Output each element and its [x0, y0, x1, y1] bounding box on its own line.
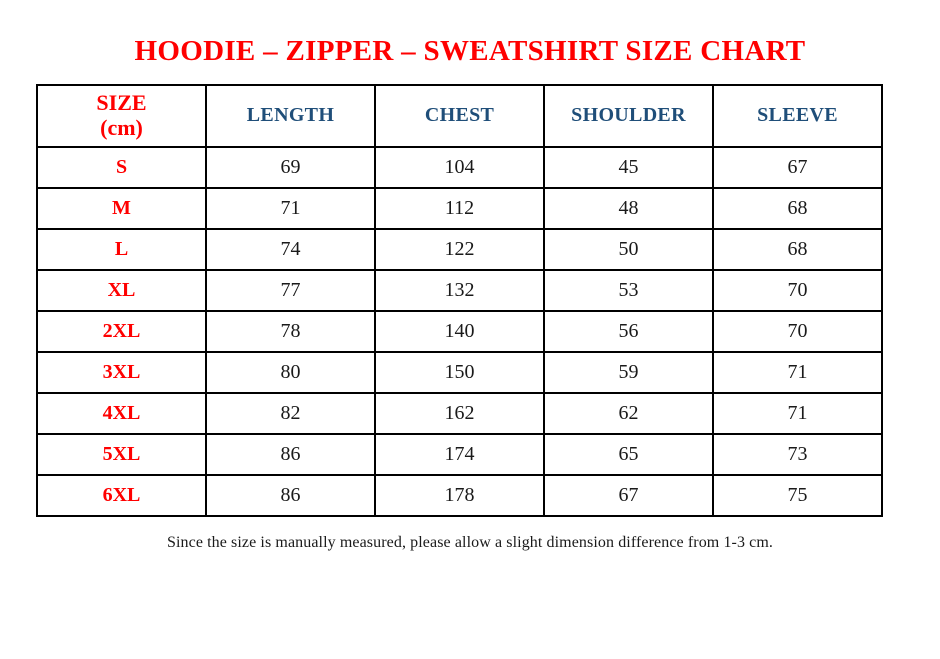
- shoulder-value: 56: [543, 309, 714, 353]
- chest-value: 178: [374, 473, 545, 517]
- chest-value: 140: [374, 309, 545, 353]
- sleeve-value: 68: [712, 227, 883, 271]
- chest-value: 174: [374, 432, 545, 476]
- length-value: 80: [205, 350, 376, 394]
- length-value: 82: [205, 391, 376, 435]
- table-row: 4XL 82 162 62 71: [36, 391, 883, 435]
- column-header-length: LENGTH: [205, 83, 376, 148]
- table-header-row: SIZE (cm) LENGTH CHEST SHOULDER SLEEVE: [36, 83, 883, 148]
- shoulder-value: 65: [543, 432, 714, 476]
- size-chart-table: SIZE (cm) LENGTH CHEST SHOULDER SLEEVE S 69 10…: [36, 83, 883, 517]
- column-header-sleeve: SLEEVE: [712, 83, 883, 148]
- table-row: XL 77 132 53 70: [36, 268, 883, 312]
- length-value: 71: [205, 186, 376, 230]
- size-label: 3XL: [36, 350, 207, 394]
- chest-value: 132: [374, 268, 545, 312]
- shoulder-value: 59: [543, 350, 714, 394]
- size-label: 4XL: [36, 391, 207, 435]
- measurement-note: Since the size is manually measured, ple…: [166, 533, 774, 551]
- table-row: 6XL 86 178 67 75: [36, 473, 883, 517]
- table-row: M 71 112 48 68: [36, 186, 883, 230]
- table-row: 5XL 86 174 65 73: [36, 432, 883, 476]
- sleeve-value: 70: [712, 309, 883, 353]
- length-value: 78: [205, 309, 376, 353]
- table-row: S 69 104 45 67: [36, 145, 883, 189]
- size-label: M: [36, 186, 207, 230]
- size-label: 5XL: [36, 432, 207, 476]
- length-value: 74: [205, 227, 376, 271]
- sleeve-value: 71: [712, 391, 883, 435]
- length-value: 77: [205, 268, 376, 312]
- chest-value: 150: [374, 350, 545, 394]
- length-value: 69: [205, 145, 376, 189]
- size-label: 6XL: [36, 473, 207, 517]
- column-header-size: SIZE (cm): [36, 83, 207, 148]
- shoulder-value: 50: [543, 227, 714, 271]
- size-label: XL: [36, 268, 207, 312]
- chest-value: 112: [374, 186, 545, 230]
- shoulder-value: 67: [543, 473, 714, 517]
- size-label: 2XL: [36, 309, 207, 353]
- table-row: L 74 122 50 68: [36, 227, 883, 271]
- length-value: 86: [205, 473, 376, 517]
- page-title: HOODIE – ZIPPER – SWEATSHIRT SIZE CHART: [134, 35, 806, 67]
- sleeve-value: 68: [712, 186, 883, 230]
- shoulder-value: 45: [543, 145, 714, 189]
- sleeve-value: 70: [712, 268, 883, 312]
- length-value: 86: [205, 432, 376, 476]
- column-header-chest: CHEST: [374, 83, 545, 148]
- shoulder-value: 48: [543, 186, 714, 230]
- chest-value: 104: [374, 145, 545, 189]
- shoulder-value: 62: [543, 391, 714, 435]
- sleeve-value: 67: [712, 145, 883, 189]
- table-body: S 69 104 45 67 M 71 112 48 68 L 74 122 50 68 XL 77 132 53 7…: [36, 145, 883, 517]
- stray-dot: .: [477, 37, 480, 51]
- table-row: 2XL 78 140 56 70: [36, 309, 883, 353]
- size-chart-page: . HOODIE – ZIPPER – SWEATSHIRT SIZE CHAR…: [0, 35, 940, 552]
- chest-value: 122: [374, 227, 545, 271]
- shoulder-value: 53: [543, 268, 714, 312]
- chest-value: 162: [374, 391, 545, 435]
- table-row: 3XL 80 150 59 71: [36, 350, 883, 394]
- sleeve-value: 71: [712, 350, 883, 394]
- column-header-shoulder: SHOULDER: [543, 83, 714, 148]
- sleeve-value: 73: [712, 432, 883, 476]
- table-header: SIZE (cm) LENGTH CHEST SHOULDER SLEEVE: [36, 83, 883, 148]
- size-label: S: [36, 145, 207, 189]
- sleeve-value: 75: [712, 473, 883, 517]
- size-label: L: [36, 227, 207, 271]
